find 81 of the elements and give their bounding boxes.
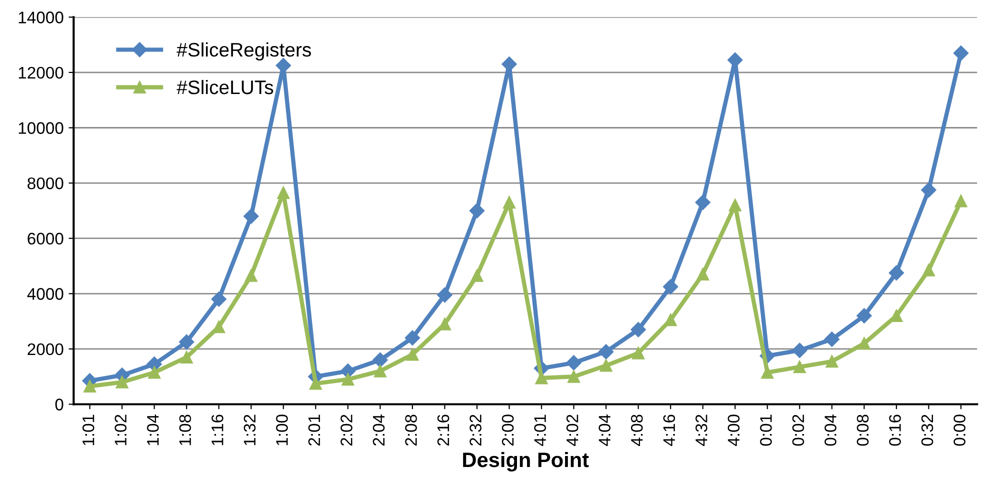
- y-tick-label: 8000: [28, 177, 64, 190]
- point: [277, 186, 290, 199]
- x-tick-label: 1:08: [179, 414, 192, 446]
- point: [568, 370, 580, 383]
- x-tick-label: 1:00: [276, 414, 288, 446]
- point: [600, 359, 612, 372]
- x-tick-label: 2:08: [405, 414, 417, 446]
- point: [662, 279, 678, 294]
- point: [598, 344, 614, 360]
- x-tick-label: 4:32: [696, 414, 708, 446]
- point: [372, 352, 388, 368]
- point: [180, 350, 193, 364]
- point: [696, 268, 710, 281]
- point: [211, 292, 226, 307]
- point: [921, 182, 936, 198]
- x-axis-title: Design Point: [463, 452, 589, 472]
- point: [148, 366, 161, 379]
- point: [502, 196, 516, 209]
- point: [826, 355, 838, 368]
- point: [792, 342, 808, 358]
- x-tick-label: 1:04: [146, 414, 159, 446]
- point: [695, 194, 710, 210]
- point: [793, 360, 806, 374]
- legend-label: #SliceRegisters: [176, 42, 311, 61]
- x-tick-label: 2:02: [340, 414, 352, 446]
- point: [404, 330, 420, 346]
- point: [84, 380, 96, 393]
- point: [888, 265, 904, 280]
- point: [244, 269, 258, 282]
- x-tick-label: 0:32: [921, 414, 934, 446]
- x-tick-label: 0:08: [856, 414, 869, 446]
- point: [437, 287, 452, 303]
- x-tick-label: 4:00: [728, 414, 740, 446]
- point: [535, 372, 548, 384]
- x-tick-label: 4:08: [630, 414, 643, 446]
- point: [858, 337, 870, 350]
- point: [179, 334, 194, 350]
- x-tick-label: 4:01: [534, 414, 546, 446]
- point: [469, 203, 485, 218]
- x-tick-label: 4:02: [566, 414, 578, 446]
- point: [406, 348, 419, 361]
- point: [470, 269, 484, 282]
- x-tick-label: 2:00: [502, 414, 514, 446]
- point: [630, 322, 646, 338]
- point: [116, 376, 128, 388]
- point: [954, 194, 968, 208]
- x-tick-label: 0:01: [760, 414, 772, 446]
- point: [244, 208, 259, 224]
- y-tick-label: 4000: [27, 288, 64, 300]
- point: [342, 373, 354, 386]
- y-tick-label: 2000: [28, 343, 64, 356]
- x-tick-label: 0:00: [954, 414, 966, 446]
- point: [374, 364, 386, 378]
- y-tick-label: 0: [55, 398, 64, 410]
- x-tick-label: 2:01: [308, 414, 320, 446]
- point: [632, 346, 645, 360]
- x-tick-label: 4:04: [598, 414, 611, 446]
- x-tick-label: 4:16: [663, 414, 676, 446]
- point: [761, 366, 774, 379]
- point: [728, 198, 742, 212]
- y-tick-label: 14000: [18, 12, 64, 24]
- point: [953, 46, 969, 61]
- y-tick-label: 6000: [28, 232, 64, 245]
- point: [566, 355, 582, 370]
- point: [922, 264, 935, 276]
- y-tick-label: 10000: [18, 122, 64, 134]
- x-tick-label: 2:16: [437, 414, 450, 446]
- point: [824, 332, 840, 347]
- x-tick-label: 0:04: [824, 414, 836, 446]
- x-tick-label: 2:04: [372, 414, 385, 446]
- x-tick-label: 1:01: [82, 414, 94, 446]
- point: [856, 308, 872, 324]
- point: [309, 377, 322, 390]
- x-tick-label: 1:32: [244, 414, 256, 446]
- x-tick-label: 0:02: [792, 414, 804, 446]
- x-tick-label: 1:16: [212, 414, 224, 446]
- x-tick-label: 0:16: [889, 414, 901, 446]
- legend-label: #SliceLUTs: [176, 80, 274, 94]
- x-tick-label: 2:32: [470, 414, 482, 446]
- y-tick-label: 12000: [18, 66, 64, 79]
- x-tick-label: 1:02: [114, 414, 127, 446]
